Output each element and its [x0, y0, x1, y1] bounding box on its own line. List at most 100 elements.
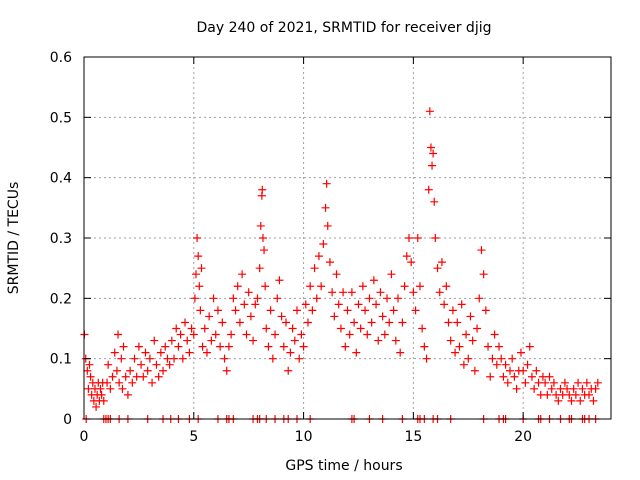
axis-ticks: 0 0.1 0.2 0.3 0.4 0.5 0.6 0 5 10 15 20 [50, 50, 611, 445]
data-point [442, 282, 451, 291]
data-point [374, 336, 383, 345]
data-point [325, 258, 334, 267]
data-point [448, 306, 457, 315]
data-point [499, 372, 508, 381]
data-point [591, 384, 600, 393]
data-point [258, 185, 267, 194]
data-point [97, 390, 106, 399]
data-point [481, 306, 490, 315]
x-tick-label: 0 [80, 429, 89, 445]
data-point [193, 234, 202, 242]
data-point [114, 330, 123, 339]
data-point [409, 288, 418, 297]
data-point [479, 270, 488, 279]
data-point [310, 264, 319, 273]
data-point [354, 300, 363, 309]
data-point [143, 366, 152, 375]
data-point [148, 378, 157, 387]
data-point [240, 300, 249, 309]
data-point [512, 384, 521, 393]
data-point [271, 330, 280, 339]
data-point [321, 203, 330, 212]
data-point [118, 384, 127, 393]
data-point [369, 276, 378, 285]
data-point [519, 366, 528, 375]
data-point [446, 336, 455, 345]
data-point [569, 384, 578, 393]
data-point [567, 396, 576, 405]
data-point [554, 396, 563, 405]
data-point [571, 390, 580, 399]
data-point [205, 312, 214, 321]
y-axis-title: SRMTID / TECUs [6, 182, 22, 295]
data-point [268, 354, 277, 363]
y-tick-label: 0.5 [50, 110, 72, 126]
data-point [167, 336, 176, 345]
data-point [119, 342, 128, 351]
data-point [347, 288, 356, 297]
data-point [475, 294, 484, 303]
data-point [264, 342, 273, 351]
data-point [431, 234, 440, 242]
data-point [589, 396, 598, 405]
data-point [372, 300, 381, 309]
data-point [181, 318, 190, 327]
data-point [578, 384, 587, 393]
data-point [396, 348, 405, 357]
data-point [187, 324, 196, 333]
data-point [530, 384, 539, 393]
data-point [322, 179, 331, 188]
data-point [246, 312, 255, 321]
data-point [521, 378, 530, 387]
data-point [222, 366, 231, 375]
data-point [426, 143, 435, 152]
data-point [385, 318, 394, 327]
data-point [261, 282, 270, 291]
data-point [103, 378, 112, 387]
chart-title: Day 240 of 2021, SRMTID for receiver dji… [197, 20, 492, 36]
data-point [211, 330, 220, 339]
data-point [299, 342, 308, 351]
data-point [213, 306, 222, 315]
data-point [251, 300, 260, 309]
data-point [576, 396, 585, 405]
data-point [110, 348, 119, 357]
data-point [126, 366, 135, 375]
data-point [593, 378, 602, 387]
data-point [328, 288, 337, 297]
data-point [196, 306, 205, 315]
data-point [244, 288, 253, 297]
data-point [477, 246, 486, 255]
data-point [380, 330, 389, 339]
data-point [165, 360, 174, 369]
x-tick-label: 20 [514, 429, 532, 445]
data-point [242, 330, 251, 339]
data-point [317, 282, 326, 291]
data-point [297, 330, 306, 339]
data-point [339, 288, 348, 297]
x-tick-label: 5 [189, 429, 198, 445]
data-point [292, 306, 301, 315]
data-point [258, 234, 267, 242]
data-point [238, 270, 247, 279]
data-point [459, 360, 468, 369]
data-point [455, 342, 464, 351]
data-point [367, 318, 376, 327]
data-point [437, 258, 446, 267]
data-point [312, 294, 321, 303]
data-point [525, 342, 534, 351]
data-point [130, 354, 139, 363]
data-point [425, 107, 434, 116]
data-point [286, 348, 295, 357]
data-point [404, 234, 413, 242]
data-point [253, 294, 262, 303]
data-point [501, 360, 510, 369]
data-point [156, 348, 165, 357]
data-point [279, 342, 288, 351]
data-point [413, 234, 422, 242]
data-point [430, 197, 439, 206]
data-point [104, 360, 113, 369]
data-point [466, 312, 475, 321]
data-point [115, 378, 124, 387]
data-point [549, 378, 558, 387]
